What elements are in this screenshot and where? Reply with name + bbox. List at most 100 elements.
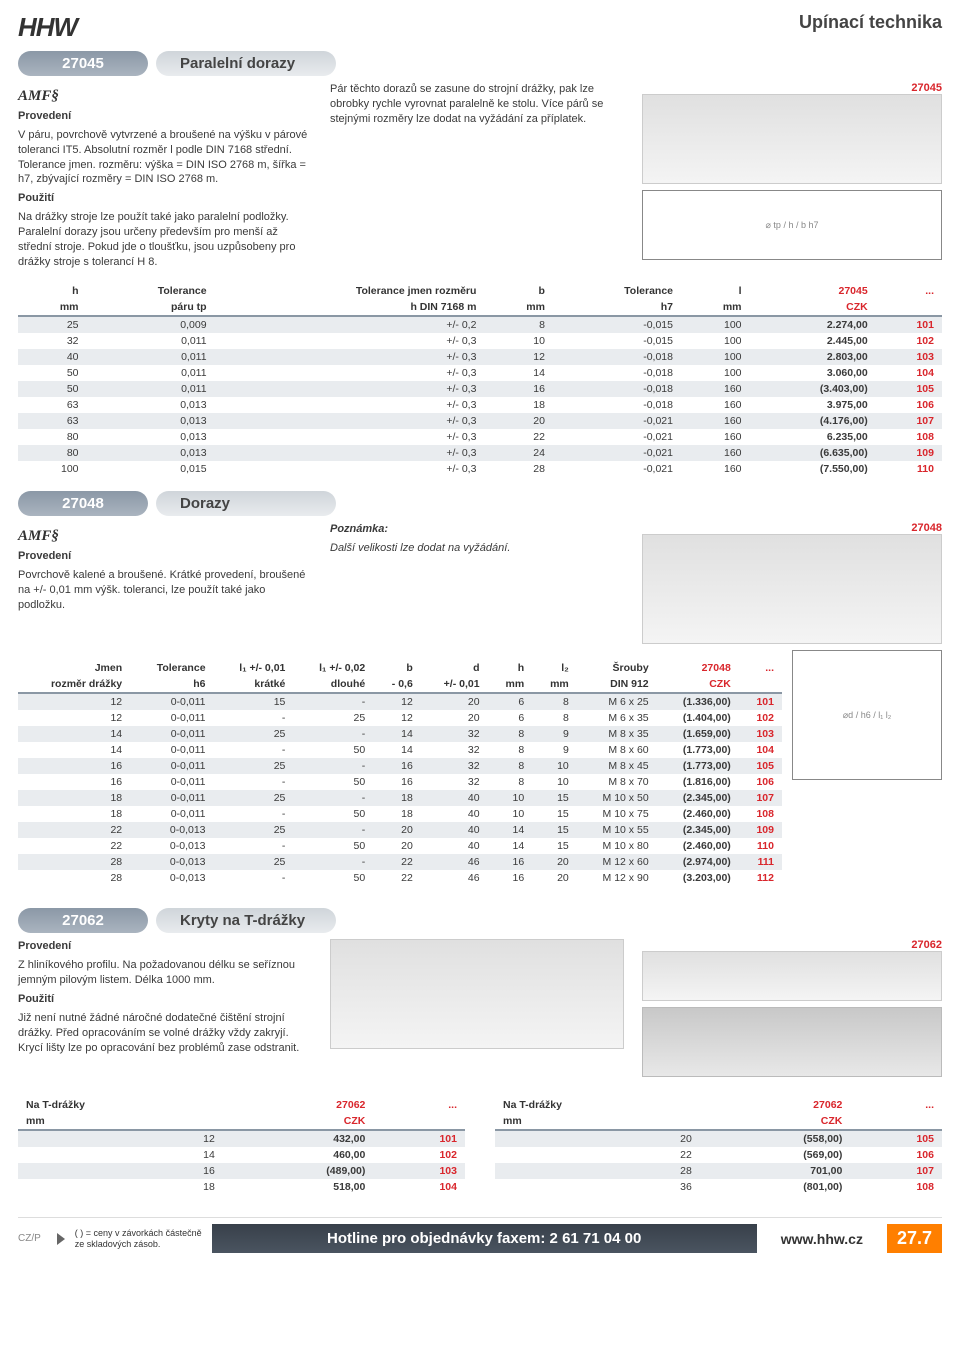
table-cell: 107	[850, 1163, 942, 1179]
table-cell: 28	[18, 870, 130, 886]
table-cell: -	[293, 693, 373, 710]
footer-url: www.hhw.cz	[767, 1231, 877, 1247]
brand-mark: AMF§	[18, 528, 312, 545]
table-cell: 160	[681, 461, 750, 477]
table-cell: 50	[293, 870, 373, 886]
note-title: Poznámka:	[330, 523, 388, 535]
table-cell: 14	[18, 1147, 223, 1163]
table-cell: 0-0,011	[130, 742, 213, 758]
table-row: 28701,00107	[495, 1163, 942, 1179]
table-cell: 106	[850, 1147, 942, 1163]
table-cell: 160	[681, 429, 750, 445]
table-cell: 105	[850, 1130, 942, 1147]
table-cell: 14	[488, 822, 533, 838]
table-cell: 3.060,00	[750, 365, 876, 381]
table-cell: 63	[18, 413, 87, 429]
table-cell: 25	[214, 790, 294, 806]
table-cell: 16	[373, 758, 421, 774]
desc-p1: Z hliníkového profilu. Na požadovanou dé…	[18, 958, 312, 988]
table-cell: 22	[484, 429, 553, 445]
table-cell: 50	[293, 774, 373, 790]
table-cell: 18	[18, 790, 130, 806]
product-image	[642, 534, 942, 644]
page-footer: CZ/P ( ) = ceny v závorkách částečně ze …	[18, 1217, 942, 1253]
footer-note: ( ) = ceny v závorkách částečně ze sklad…	[75, 1228, 202, 1250]
table-cell: 0,013	[87, 429, 215, 445]
table-cell: 22	[495, 1147, 700, 1163]
table-cell: 107	[876, 413, 942, 429]
table-cell: 25	[293, 710, 373, 726]
product-image-profile	[642, 951, 942, 1001]
table-row: 120-0,01115-122068M 6 x 25(1.336,00)101	[18, 693, 782, 710]
table-cell: 107	[739, 790, 782, 806]
table-cell: (3.403,00)	[750, 381, 876, 397]
footer-page-number: 27.7	[887, 1224, 942, 1253]
table-cell: 0,013	[87, 397, 215, 413]
table-cell: 20	[532, 854, 577, 870]
table-cell: 16	[488, 870, 533, 886]
table-cell: 50	[293, 838, 373, 854]
table-header-row1: Jmen Tolerance l₁ +/- 0,01 l₁ +/- 0,02 b…	[18, 660, 782, 676]
table-cell: 28	[495, 1163, 700, 1179]
table-cell: 0-0,011	[130, 790, 213, 806]
table-cell: 8	[488, 742, 533, 758]
table-cell: 22	[373, 854, 421, 870]
table-cell: M 12 x 60	[577, 854, 657, 870]
table-cell: 6	[488, 710, 533, 726]
table-row: 18518,00104	[18, 1179, 465, 1195]
table-cell: 2.803,00	[750, 349, 876, 365]
table-cell: 40	[421, 806, 488, 822]
right-col: 27062	[642, 939, 942, 1077]
table-cell: 18	[373, 806, 421, 822]
table-cell: 160	[681, 381, 750, 397]
table-cell: 16	[18, 774, 130, 790]
left-col: AMF§ Provedení V páru, povrchově vytvrze…	[18, 82, 312, 273]
table-cell: (569,00)	[700, 1147, 851, 1163]
table-cell: 18	[484, 397, 553, 413]
table-cell: 18	[18, 1179, 223, 1195]
table-cell: 103	[739, 726, 782, 742]
section-27045-body: AMF§ Provedení V páru, povrchově vytvrze…	[18, 82, 942, 273]
table-cell: M 10 x 50	[577, 790, 657, 806]
table-cell: 100	[681, 316, 750, 333]
table-header-row1: Na T-drážky 27062 ...	[18, 1097, 465, 1113]
footer-hotline: Hotline pro objednávky faxem: 2 61 71 04…	[212, 1224, 757, 1253]
table-cell: 0-0,013	[130, 838, 213, 854]
table-row: 16(489,00)103	[18, 1163, 465, 1179]
table-row: 800,013+/- 0,322-0,0211606.235,00108	[18, 429, 942, 445]
table-cell: -0,021	[553, 413, 681, 429]
table-cell: 50	[18, 365, 87, 381]
table-cell: 101	[739, 693, 782, 710]
table-cell: 20	[373, 838, 421, 854]
table-row: 220-0,013-5020401415M 10 x 80(2.460,00)1…	[18, 838, 782, 854]
table-row: 22(569,00)106	[495, 1147, 942, 1163]
table-cell: 20	[373, 822, 421, 838]
table-cell: 8	[488, 758, 533, 774]
table-header-row2: mm páru tp h DIN 7168 m mm h7 mm CZK	[18, 299, 942, 316]
table-cell: +/- 0,3	[215, 349, 485, 365]
table-cell: 104	[373, 1179, 465, 1195]
table-cell: -	[214, 742, 294, 758]
table-cell: -0,018	[553, 381, 681, 397]
table-cell: 15	[532, 838, 577, 854]
side-code: 27062	[642, 939, 942, 951]
side-code: 27045	[642, 82, 942, 94]
table-cell: 40	[421, 838, 488, 854]
section-header-27045: 27045 Paralelní dorazy	[18, 51, 942, 76]
side-code: 27048	[642, 522, 942, 534]
table-cell: (1.659,00)	[657, 726, 739, 742]
table-cell: 20	[484, 413, 553, 429]
table-cell: M 6 x 25	[577, 693, 657, 710]
table-cell: -	[293, 854, 373, 870]
table-cell: (1.773,00)	[657, 742, 739, 758]
table-cell: 0-0,011	[130, 726, 213, 742]
logo: HHW	[18, 12, 77, 43]
table-cell: 0,011	[87, 333, 215, 349]
table-cell: 22	[18, 838, 130, 854]
table-cell: 0-0,013	[130, 854, 213, 870]
desc-p2: Již není nutné žádné náročné dodatečné č…	[18, 1011, 312, 1056]
table-cell: 50	[18, 381, 87, 397]
section-27062-body: Provedení Z hliníkového profilu. Na poža…	[18, 939, 942, 1077]
table-cell: 101	[373, 1130, 465, 1147]
table-cell: 10	[532, 758, 577, 774]
